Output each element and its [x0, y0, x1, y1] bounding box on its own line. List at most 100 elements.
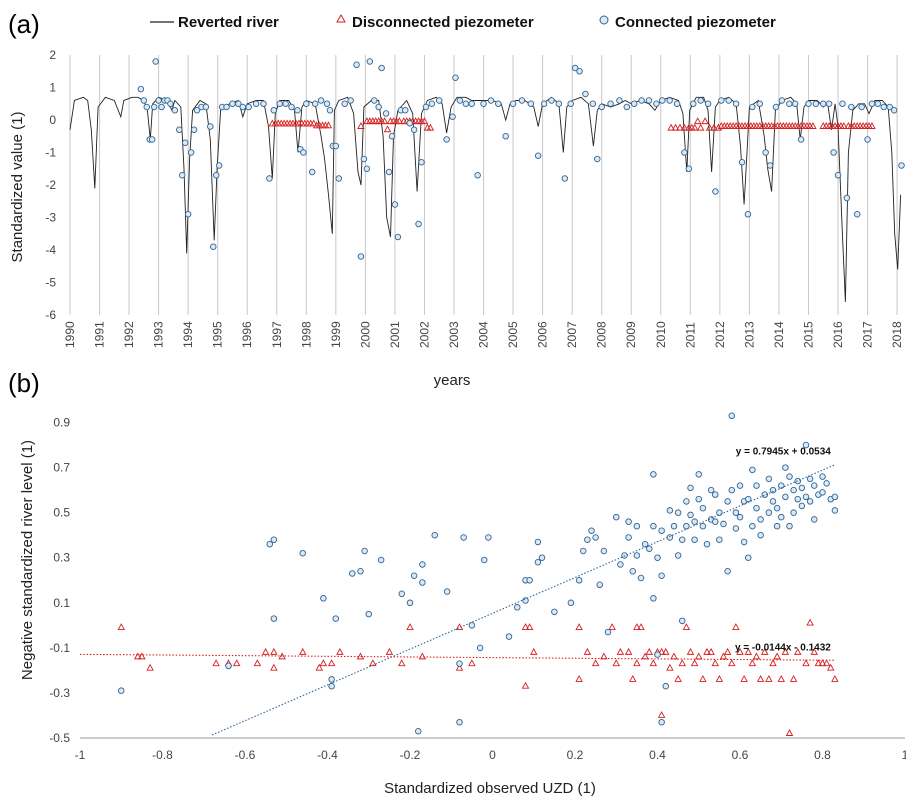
- y-tick-label: 0: [49, 113, 56, 127]
- panel-a-connected-points: [137, 58, 905, 260]
- connected-point: [462, 100, 470, 107]
- connected-point: [630, 100, 638, 107]
- panel-a-y-axis-title: Standardized value (1): [9, 112, 26, 263]
- x-tick-label: 2009: [624, 321, 638, 348]
- panel-b-x-axis-title: Standardized observed UZD (1): [384, 780, 596, 797]
- connected-point: [584, 536, 591, 543]
- panel-b-scatter: (b) Negative standardized river level (1…: [8, 368, 906, 797]
- disconnected-point: [253, 659, 262, 667]
- x-tick-label: 2018: [890, 321, 904, 348]
- disconnected-point: [699, 674, 707, 682]
- connected-point: [690, 100, 697, 107]
- connected-point: [679, 536, 686, 543]
- connected-point: [790, 486, 797, 494]
- connected-point: [724, 568, 731, 575]
- connected-point: [456, 660, 463, 667]
- panel-a-year-gridlines: [69, 55, 898, 315]
- x-tick-label: 1993: [152, 321, 166, 348]
- connected-point: [406, 599, 414, 607]
- connected-point: [798, 484, 806, 492]
- connected-point: [518, 97, 526, 104]
- x-tick-label: 1999: [329, 321, 343, 348]
- connected-point: [594, 155, 601, 163]
- connected-point: [724, 498, 731, 505]
- disconnected-point: [426, 123, 435, 131]
- y-tick-label: 0.3: [53, 551, 70, 565]
- connected-point: [732, 525, 740, 532]
- disconnected-point: [633, 659, 641, 667]
- disconnected-point: [261, 647, 270, 655]
- disconnected-point: [356, 652, 365, 660]
- connected-point: [858, 103, 865, 111]
- connected-point: [699, 504, 707, 512]
- connected-point: [600, 547, 608, 555]
- connected-point: [786, 522, 793, 530]
- connected-point: [874, 100, 882, 107]
- connected-point: [567, 100, 574, 107]
- connected-point: [415, 220, 422, 228]
- y-tick-label: -3: [45, 211, 56, 225]
- disconnected-point: [694, 652, 703, 660]
- panel-a-time-series: (a) Reverted river Disconnected piezomet…: [8, 9, 905, 389]
- connected-point: [797, 136, 805, 143]
- connected-point: [419, 561, 426, 568]
- connected-point: [654, 651, 661, 658]
- connected-point: [773, 522, 781, 530]
- connected-point: [753, 482, 760, 489]
- connected-point: [299, 549, 307, 557]
- disconnected-point: [336, 647, 344, 655]
- connected-point: [148, 136, 156, 143]
- connected-point: [303, 100, 310, 107]
- trendline-equation: y = -0.0144x - 0.1432: [735, 642, 831, 653]
- disconnected-point: [678, 659, 687, 667]
- connected-point: [625, 518, 632, 525]
- connected-point: [580, 547, 587, 555]
- disconnected-point: [138, 652, 146, 660]
- connected-point: [831, 493, 839, 501]
- panel-a-disconnected-points: [268, 117, 876, 133]
- y-tick-label: 0.9: [53, 416, 70, 430]
- connected-point: [394, 233, 402, 241]
- disconnected-point: [690, 659, 699, 667]
- disconnected-point: [732, 623, 740, 631]
- connected-point: [778, 513, 785, 521]
- disconnected-point: [680, 123, 689, 131]
- disconnected-point: [628, 674, 637, 682]
- connected-point: [410, 572, 418, 580]
- connected-point: [716, 509, 723, 516]
- connected-point: [772, 103, 780, 111]
- connected-point: [778, 97, 786, 104]
- connected-point: [749, 466, 756, 474]
- connected-point: [794, 495, 802, 503]
- connected-point: [732, 509, 740, 516]
- connected-point: [418, 158, 425, 166]
- connected-point: [371, 97, 378, 104]
- connected-point: [868, 100, 876, 107]
- disconnected-point: [765, 674, 773, 682]
- connected-point: [137, 85, 145, 93]
- x-tick-label: 2000: [358, 321, 372, 348]
- connected-point: [666, 507, 674, 514]
- connected-point: [588, 527, 595, 534]
- connected-point: [534, 538, 542, 546]
- disconnected-point: [868, 122, 876, 129]
- x-tick-label: -0.4: [317, 748, 338, 762]
- connected-point: [765, 475, 773, 483]
- connected-point: [687, 484, 694, 492]
- connected-point: [806, 498, 814, 505]
- connected-point: [328, 676, 335, 683]
- disconnected-point: [686, 647, 695, 655]
- connected-point: [229, 100, 236, 107]
- connected-point: [282, 100, 289, 107]
- x-tick-label: 2006: [536, 321, 550, 348]
- connected-point: [375, 103, 382, 111]
- disconnected-point: [676, 123, 684, 131]
- disconnected-point: [418, 652, 427, 660]
- connected-point: [176, 126, 183, 133]
- connected-point: [468, 622, 476, 629]
- connected-point: [155, 97, 162, 104]
- connected-point: [674, 509, 682, 516]
- connected-point: [736, 513, 744, 521]
- disconnected-point: [769, 659, 777, 667]
- connected-point: [480, 100, 487, 107]
